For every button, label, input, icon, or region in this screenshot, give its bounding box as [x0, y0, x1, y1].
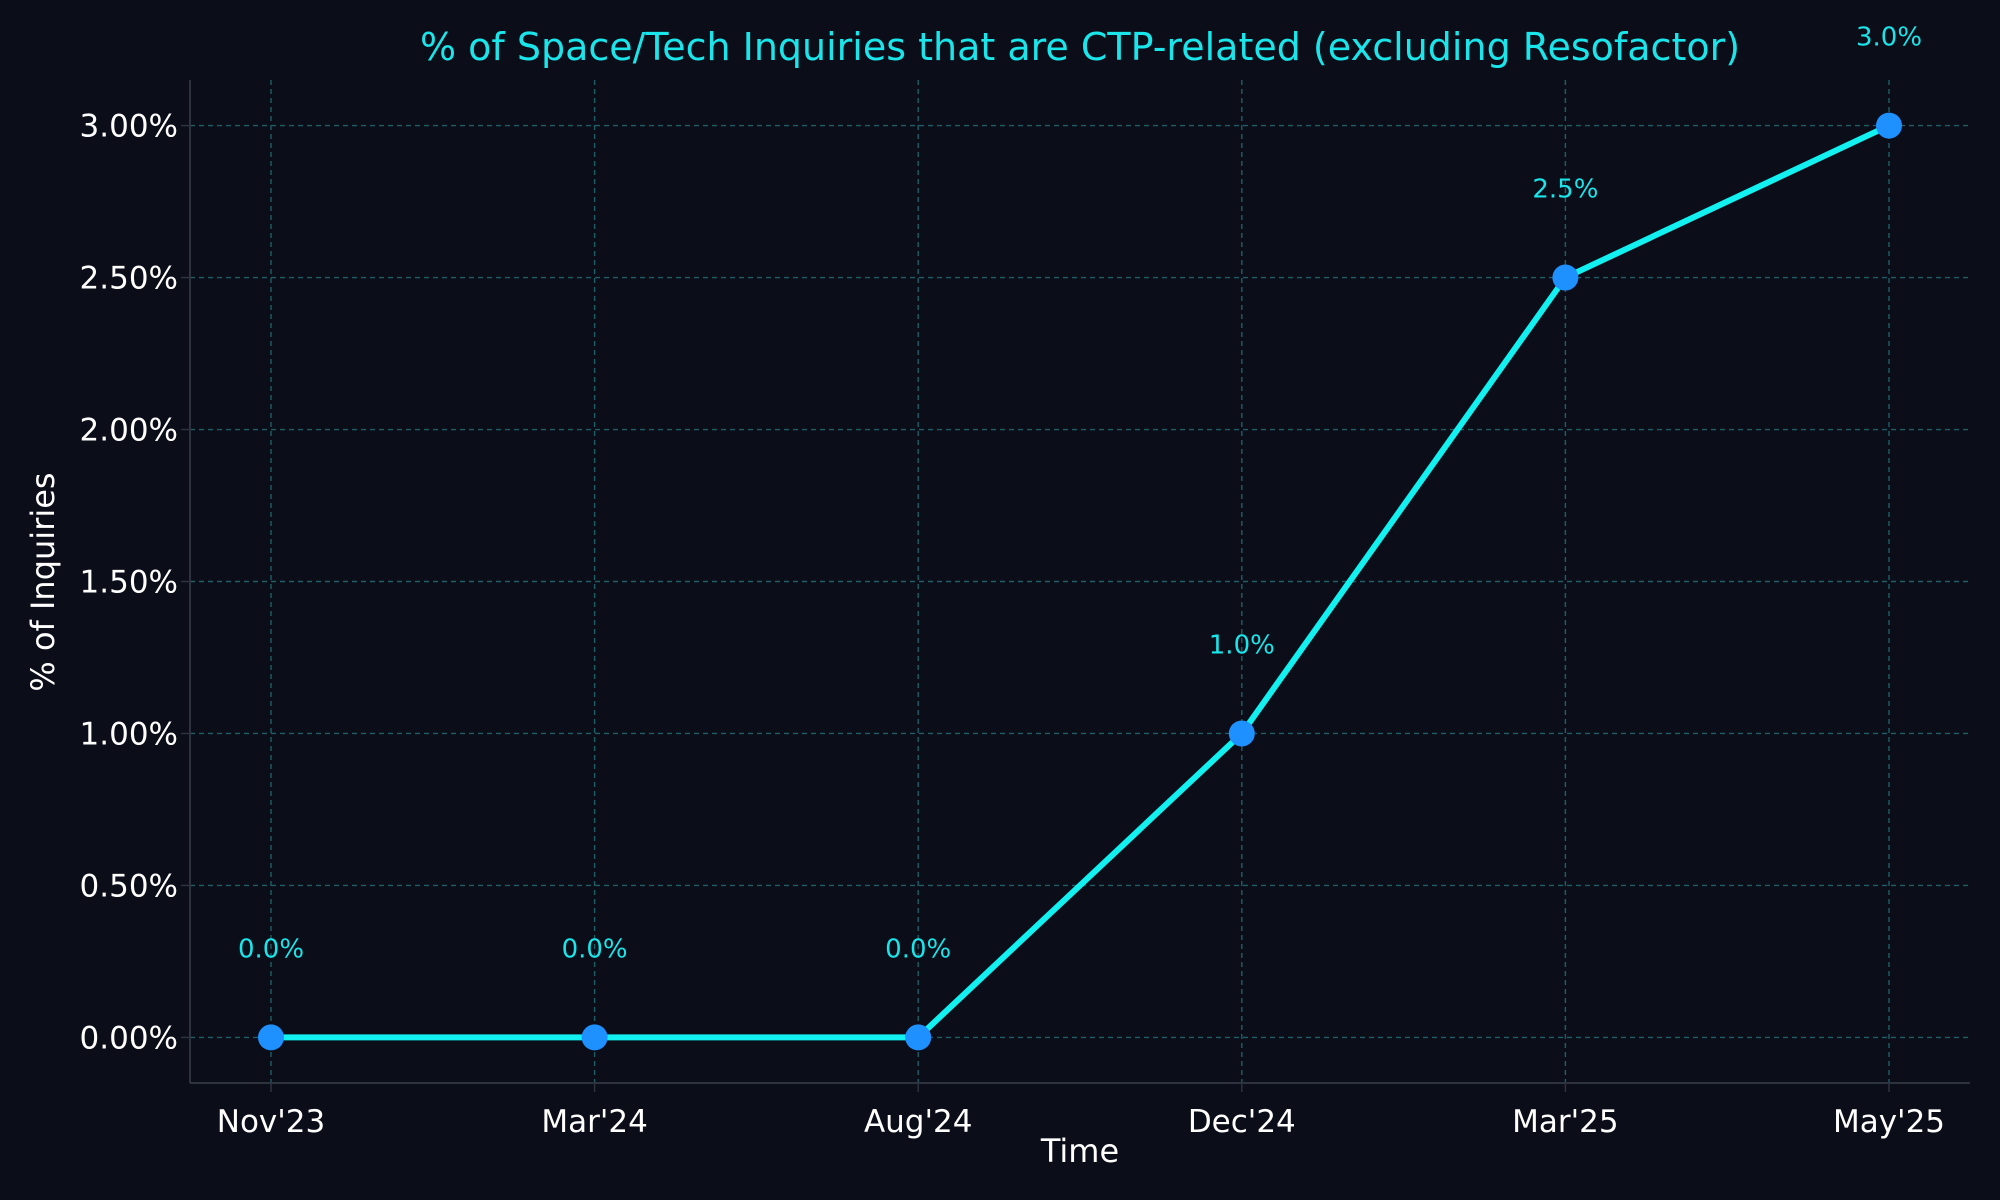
series-layer: [258, 112, 1902, 1051]
y-tick-label: 3.00%: [80, 109, 178, 145]
data-label: 0.0%: [238, 934, 304, 964]
data-label: 1.0%: [1209, 630, 1275, 660]
y-tick-label: 2.00%: [80, 413, 178, 449]
data-point-marker: [1876, 112, 1902, 139]
x-tick-label: May'25: [1833, 1104, 1945, 1140]
chart-title: % of Space/Tech Inquiries that are CTP-r…: [420, 25, 1740, 69]
data-label: 3.0%: [1856, 23, 1922, 53]
data-point-marker: [905, 1024, 932, 1051]
data-label: 0.0%: [562, 934, 628, 964]
y-tick-label: 2.50%: [80, 261, 178, 297]
labels-layer: 0.0% 0.0% 0.0% 1.0% 2.5% 3.0%: [238, 23, 1922, 965]
data-point-marker: [581, 1024, 608, 1051]
x-tick-label: Dec'24: [1188, 1104, 1296, 1140]
data-label: 0.0%: [885, 934, 951, 964]
y-tick-label: 1.50%: [80, 565, 178, 601]
ticks-layer: 0.00% 0.50% 1.00% 1.50% 2.00% 2.50% 3.00% Nov'2…: [80, 109, 1946, 1140]
data-point-marker: [1552, 264, 1579, 291]
y-tick-label: 0.50%: [80, 868, 178, 904]
data-label: 2.5%: [1532, 175, 1598, 205]
x-tick-label: Aug'24: [864, 1104, 973, 1140]
x-tick-label: Mar'24: [541, 1104, 647, 1140]
y-tick-label: 1.00%: [80, 716, 178, 752]
y-axis-title: % of Inquiries: [24, 472, 62, 691]
x-tick-label: Nov'23: [217, 1104, 325, 1140]
data-point-marker: [258, 1024, 284, 1051]
x-axis-title: Time: [1040, 1132, 1119, 1170]
y-tick-label: 0.00%: [80, 1020, 178, 1056]
data-point-marker: [1228, 720, 1255, 747]
x-tick-label: Mar'25: [1512, 1104, 1618, 1140]
series-line: [268, 122, 1892, 1041]
